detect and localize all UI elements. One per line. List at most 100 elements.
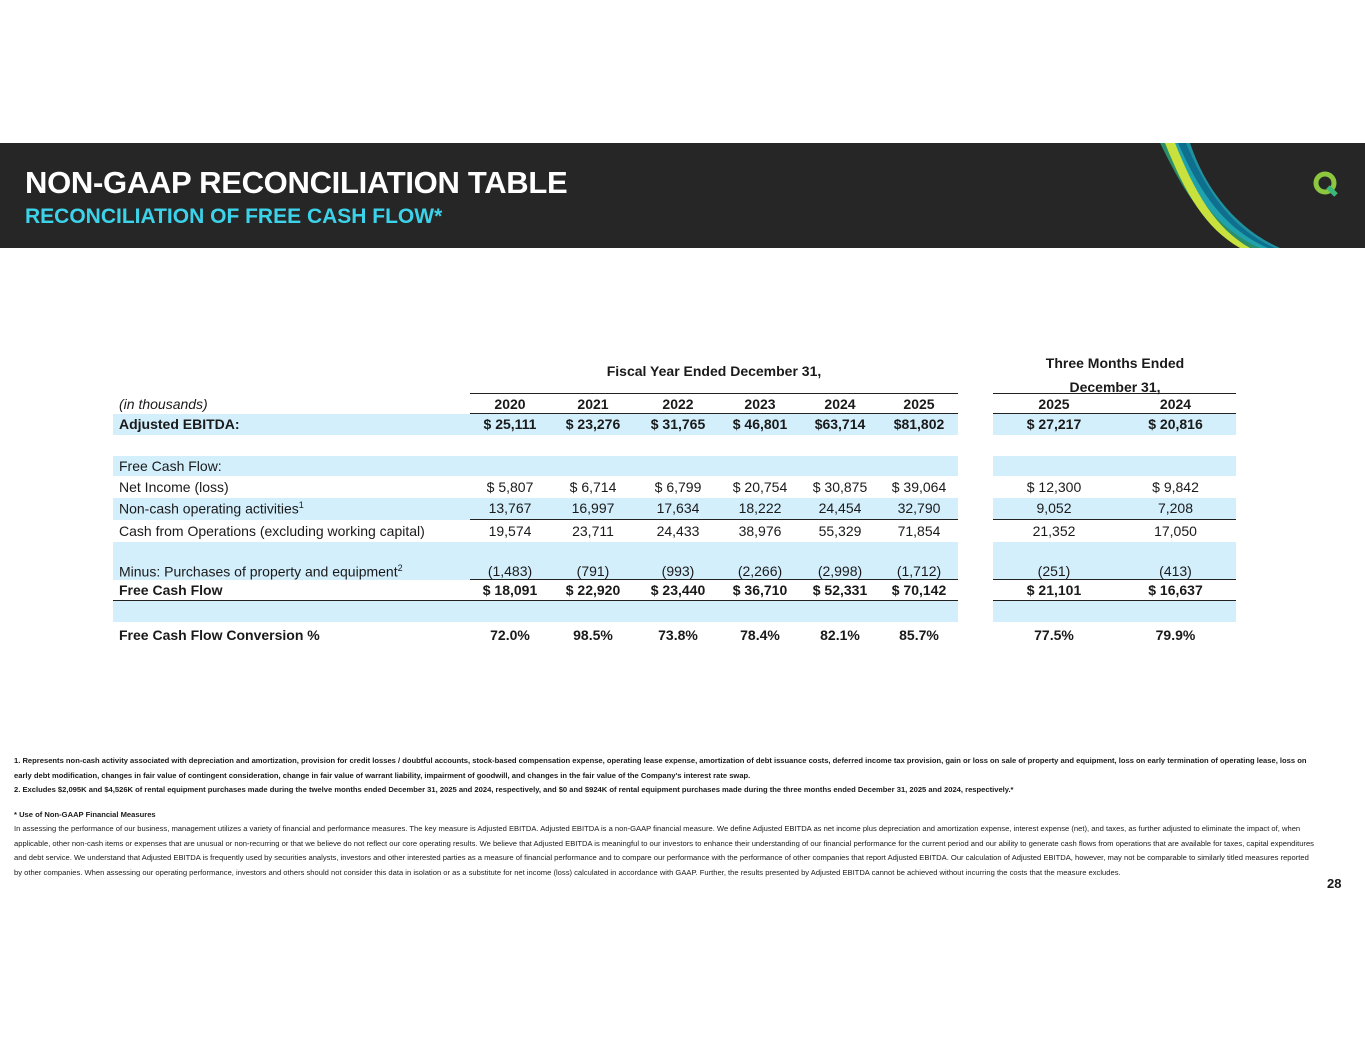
disclosure-text: In assessing the performance of our busi… xyxy=(14,824,1314,877)
row-label xyxy=(113,600,470,622)
row-label-text: Free Cash Flow: xyxy=(119,457,222,474)
row-label-text: Non-cash operating activities xyxy=(119,500,299,517)
cell xyxy=(720,435,800,456)
cell: 13,767 xyxy=(470,497,550,520)
column-header: 2020 xyxy=(470,393,550,414)
group-header: Fiscal Year Ended December 31, xyxy=(606,363,822,379)
row-label: Non-cash operating activities1 xyxy=(113,497,470,520)
footnote-ref: 2 xyxy=(397,562,403,573)
row-label: Free Cash Flow: xyxy=(113,455,470,476)
cell: $ 18,091 xyxy=(470,579,550,601)
cell xyxy=(1115,435,1236,456)
cell xyxy=(880,435,958,456)
cell: 98.5% xyxy=(573,627,613,643)
cell: $ 20,816 xyxy=(1115,413,1236,435)
cell xyxy=(880,600,958,622)
cell: $ 9,842 xyxy=(1152,478,1199,495)
cell xyxy=(470,600,550,622)
cell: $ 23,440 xyxy=(636,579,720,601)
cell: 9,052 xyxy=(993,497,1115,520)
cell xyxy=(800,455,880,476)
cell xyxy=(550,600,636,622)
cell xyxy=(636,435,720,456)
subtitle: RECONCILIATION OF FREE CASH FLOW* xyxy=(25,205,443,228)
cell: $ 52,331 xyxy=(800,579,880,601)
cell xyxy=(880,455,958,476)
cell: (251) xyxy=(993,541,1115,580)
cell: $ 12,300 xyxy=(1026,478,1082,495)
cell: 18,222 xyxy=(720,497,800,520)
cell: $ 16,637 xyxy=(1115,579,1236,601)
row-label: Net Income (loss) xyxy=(113,476,470,498)
row-label xyxy=(113,435,470,456)
gap xyxy=(958,622,993,649)
cell: $ 27,217 xyxy=(993,413,1115,435)
gap xyxy=(958,476,993,498)
gap xyxy=(958,414,993,435)
cell: $ 25,111 xyxy=(470,413,550,435)
column-header: 2025 xyxy=(880,393,958,414)
cell: 19,574 xyxy=(488,522,532,539)
cell xyxy=(720,600,800,622)
column-header: 2023 xyxy=(720,393,800,414)
footnote: 2. Excludes $2,095K and $4,526K of renta… xyxy=(14,785,1014,794)
cell: $ 6,799 xyxy=(654,478,702,495)
cell: $ 6,714 xyxy=(569,478,617,495)
table-row: Free Cash Flow $ 18,091 $ 22,920 $ 23,440 $ … xyxy=(113,579,1236,601)
cell xyxy=(470,455,550,476)
column-header: 2024 xyxy=(1115,393,1236,414)
row-label-text: Minus: Purchases of property and equipme… xyxy=(119,563,398,580)
row-label: Free Cash Flow Conversion % xyxy=(113,622,470,649)
gap xyxy=(958,394,993,414)
cell: 21,352 xyxy=(1032,522,1076,539)
cell: 72.0% xyxy=(490,627,530,643)
unit-label: (in thousands) xyxy=(119,395,208,412)
cell xyxy=(800,600,880,622)
logo xyxy=(1313,171,1337,195)
title: NON-GAAP RECONCILIATION TABLE xyxy=(25,165,568,200)
table-row: Minus: Purchases of property and equipme… xyxy=(113,541,1236,580)
cell: 77.5% xyxy=(1034,627,1074,643)
column-header: 2024 xyxy=(800,393,880,414)
cell: 82.1% xyxy=(820,627,860,643)
cell: (2,998) xyxy=(800,541,880,580)
gap xyxy=(958,498,993,520)
column-header-row: (in thousands) 2020 2021 2022 2023 2024 2025 20… xyxy=(113,393,1236,414)
cell: $ 39,064 xyxy=(891,478,947,495)
cell: $81,802 xyxy=(880,413,958,435)
cell: 38,976 xyxy=(738,522,782,539)
cell: $ 70,142 xyxy=(880,579,958,601)
gap xyxy=(958,435,993,456)
row-label-text: Free Cash Flow xyxy=(119,581,223,598)
cell: $ 22,920 xyxy=(550,579,636,601)
logo xyxy=(1326,185,1338,197)
cell: (413) xyxy=(1115,541,1236,580)
cell: 73.8% xyxy=(658,627,698,643)
row-label-text: Net Income (loss) xyxy=(119,478,229,495)
cell: 78.4% xyxy=(740,627,780,643)
table-row: Net Income (loss) $ 5,807 $ 6,714 $ 6,799 $ … xyxy=(113,476,1236,498)
cell: 23,711 xyxy=(572,522,614,539)
cell: (993) xyxy=(636,541,720,580)
cell: 79.9% xyxy=(1155,627,1196,643)
cell xyxy=(993,600,1115,622)
gap xyxy=(958,580,993,601)
cell xyxy=(636,455,720,476)
row-label: Adjusted EBITDA: xyxy=(113,413,470,435)
gap xyxy=(958,601,993,622)
header-band: NON-GAAP RECONCILIATION TABLE RECONCILIA… xyxy=(0,143,1365,248)
cell: $ 36,710 xyxy=(720,579,800,601)
cell: 16,997 xyxy=(550,497,636,520)
row-label-text: Cash from Operations (excluding working … xyxy=(119,522,425,539)
spacer-row xyxy=(113,435,1236,456)
column-header: 2022 xyxy=(636,393,720,414)
cell: 71,854 xyxy=(897,522,941,539)
cell: 24,454 xyxy=(800,497,880,520)
cell: 55,329 xyxy=(818,522,862,539)
cell xyxy=(1115,600,1236,622)
column-header: 2025 xyxy=(993,393,1115,414)
cell: 7,208 xyxy=(1115,497,1236,520)
table-row: Free Cash Flow: xyxy=(113,455,1236,476)
row-label: Minus: Purchases of property and equipme… xyxy=(113,541,470,580)
